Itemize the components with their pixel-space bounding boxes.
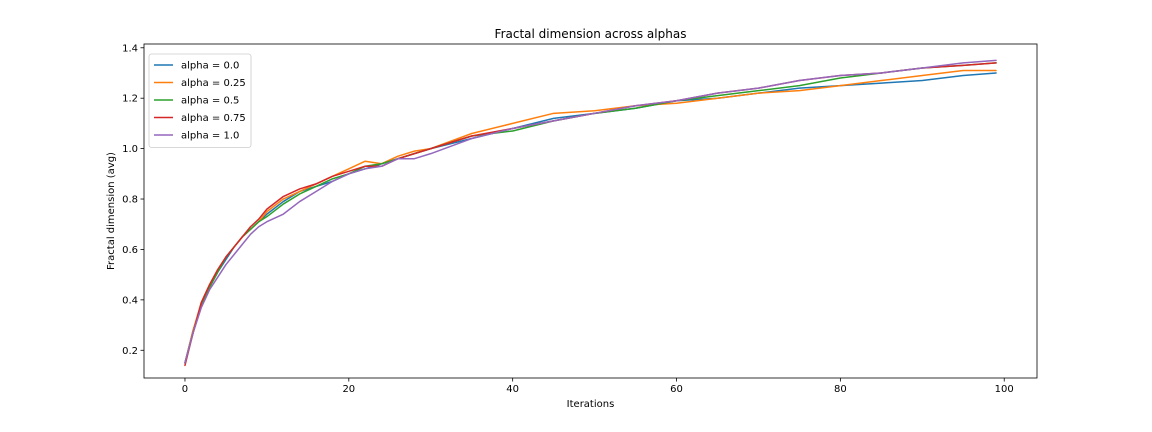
y-tick-label: 1.4 xyxy=(122,43,138,54)
x-tick-label: 20 xyxy=(342,384,355,395)
legend-label-3: alpha = 0.75 xyxy=(181,113,246,124)
y-tick-label: 0.6 xyxy=(122,245,138,256)
legend-label-1: alpha = 0.25 xyxy=(181,78,246,89)
legend-label-2: alpha = 0.5 xyxy=(181,96,239,107)
series-layer xyxy=(184,59,997,367)
axes-frame xyxy=(143,43,1038,379)
legend: alpha = 0.0 alpha = 0.25 alpha = 0.5 alpha … xyxy=(148,53,252,148)
legend-label-0: alpha = 0.0 xyxy=(181,61,239,72)
y-tick-label: 0.4 xyxy=(122,295,138,306)
series-line-4 xyxy=(184,59,997,364)
x-axis-title: Iterations xyxy=(567,399,615,410)
y-tick-label: 1.0 xyxy=(122,144,138,155)
x-tick-label: 60 xyxy=(670,384,683,395)
legend-box xyxy=(148,53,252,148)
x-tick-label: 0 xyxy=(182,384,188,395)
plot-background xyxy=(144,44,1037,378)
axes-layer: 0 20 40 60 80 100 0.2 0.4 0.6 0.8 1.0 1.2 1.4 xyxy=(122,43,1038,395)
y-axis-title: Fractal dimension (avg) xyxy=(106,152,117,270)
plot-area xyxy=(144,44,1037,378)
x-tick-label: 100 xyxy=(995,384,1014,395)
x-tick-label: 80 xyxy=(834,384,847,395)
x-tick-label: 40 xyxy=(506,384,519,395)
chart-title: Fractal dimension across alphas xyxy=(495,27,687,41)
y-tick-label: 1.2 xyxy=(122,94,138,105)
y-tick-label: 0.2 xyxy=(122,346,138,357)
y-tick-label: 0.8 xyxy=(122,195,138,206)
legend-label-4: alpha = 1.0 xyxy=(181,131,239,142)
